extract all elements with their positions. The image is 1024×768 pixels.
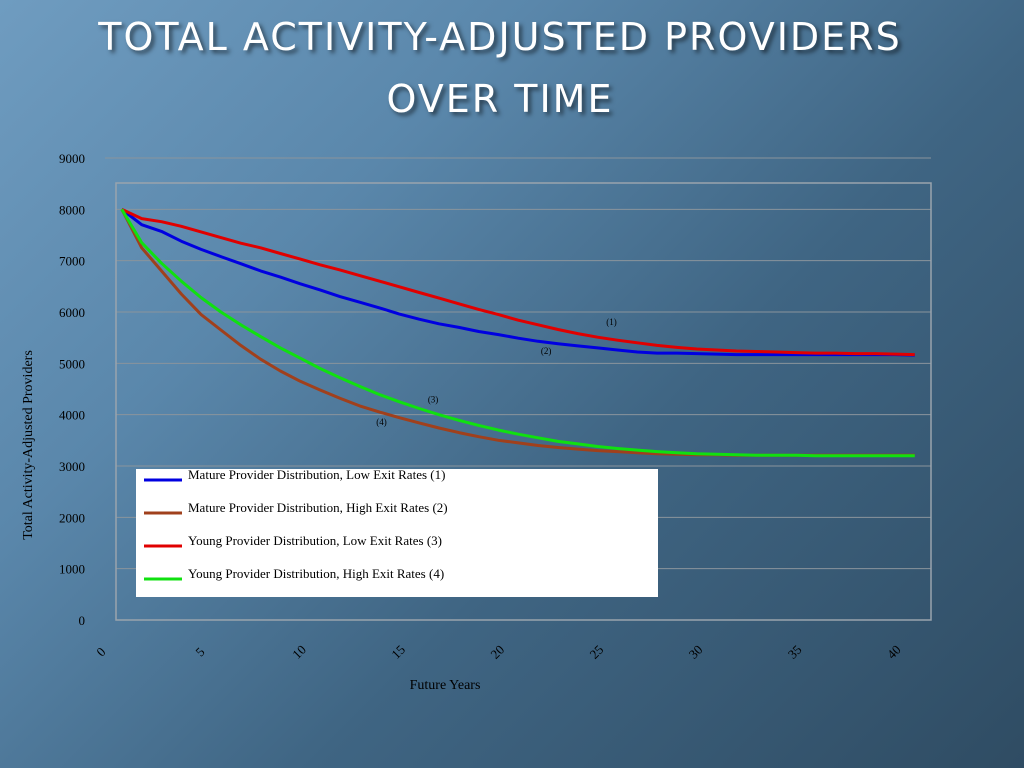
y-tick-label: 3000	[59, 459, 85, 474]
y-tick-label: 5000	[59, 356, 85, 371]
gridlines	[105, 157, 931, 570]
y-tick-label: 1000	[59, 562, 85, 577]
series-annotations: (1) (2) (3) (4)	[376, 317, 616, 427]
x-tick-label: 15	[388, 642, 408, 662]
y-tick-label: 0	[79, 613, 86, 628]
slide-title-line-2: OVER TIME	[386, 77, 614, 121]
series-annotation: (3)	[428, 394, 439, 404]
legend-label: Young Provider Distribution, High Exit R…	[188, 566, 444, 581]
slide-title-line-1: TOTAL ACTIVITY-ADJUSTED PROVIDERS	[98, 15, 902, 59]
y-tick-label: 4000	[59, 408, 85, 423]
legend-label: Young Provider Distribution, Low Exit Ra…	[188, 533, 442, 548]
x-tick-label: 10	[289, 642, 309, 662]
legend-label: Mature Provider Distribution, Low Exit R…	[188, 467, 445, 482]
series-line-3	[121, 207, 915, 357]
y-axis-tick-labels: 0 1000 2000 3000 4000 5000 6000 7000 8000 9000	[59, 151, 85, 628]
x-tick-label: 35	[785, 642, 805, 662]
x-axis-tick-labels: 0 5 10 15 20 25 30 35 40	[93, 642, 904, 662]
series-lines	[120, 207, 915, 458]
series-annotation: (1)	[606, 317, 617, 327]
series-line-4	[120, 208, 915, 458]
x-tick-label: 25	[587, 642, 607, 662]
x-tick-label: 30	[686, 642, 706, 662]
y-tick-label: 6000	[59, 305, 85, 320]
series-line-1	[120, 208, 915, 357]
y-tick-label: 2000	[59, 510, 85, 525]
legend-items: Mature Provider Distribution, Low Exit R…	[144, 467, 448, 581]
x-tick-label: 5	[192, 644, 207, 659]
x-axis-title: Future Years	[410, 678, 481, 693]
series-annotation: (2)	[541, 346, 552, 356]
x-tick-label: 40	[884, 642, 904, 662]
y-axis-title: Total Activity-Adjusted Providers	[21, 350, 36, 540]
legend-box	[136, 469, 658, 597]
y-tick-label: 9000	[59, 151, 85, 166]
legend: Mature Provider Distribution, Low Exit R…	[136, 467, 658, 597]
y-tick-label: 7000	[59, 254, 85, 269]
slide-title: TOTAL ACTIVITY-ADJUSTED PROVIDERS OVER T…	[0, 6, 1000, 130]
legend-label: Mature Provider Distribution, High Exit …	[188, 500, 448, 515]
plot-area-frame	[115, 182, 932, 621]
x-tick-label: 20	[487, 642, 507, 662]
series-annotation: (4)	[376, 417, 387, 427]
y-tick-label: 8000	[59, 202, 85, 217]
series-line-2	[120, 208, 915, 457]
x-tick-label: 0	[93, 644, 108, 659]
